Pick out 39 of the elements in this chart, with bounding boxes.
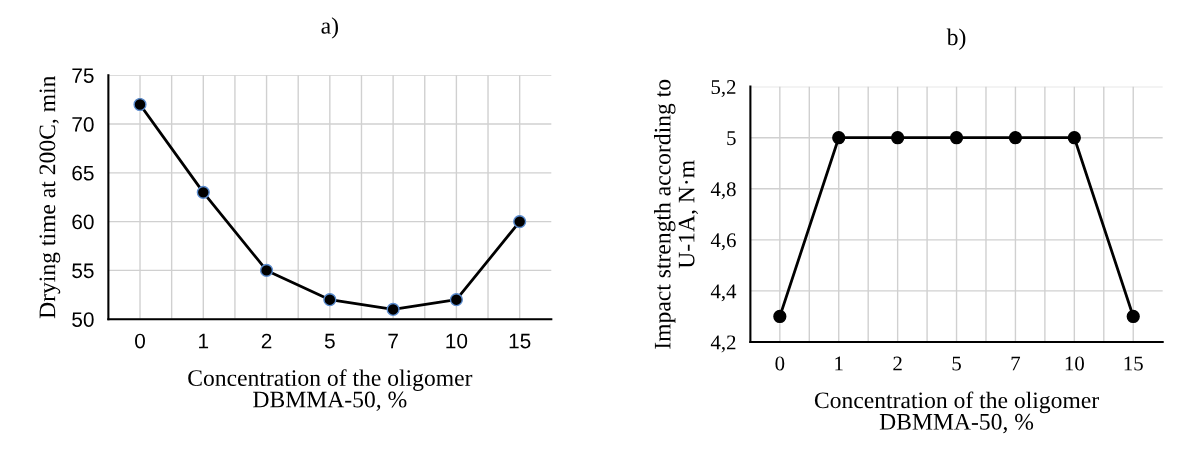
point: [196, 185, 210, 199]
y-tick-label: 5: [727, 131, 736, 146]
y-tick-label: 70: [72, 117, 94, 132]
x-tick-label: 2: [261, 333, 272, 349]
x-tick-label: 1: [199, 333, 209, 349]
y-tick-label: 4,4: [710, 284, 737, 302]
y-tick-label: 50: [72, 312, 94, 327]
x-tick-label: 0: [135, 333, 145, 349]
point: [259, 263, 274, 278]
y-tick-label: 4,2: [710, 335, 736, 353]
x-tick-label: 15: [509, 333, 531, 349]
y-tick-label: 4,6: [710, 233, 736, 251]
y-axis-title: Drying time at 200C, min: [39, 75, 61, 319]
x-tick-label: 10: [446, 333, 468, 349]
x-tick-label: 7: [1011, 356, 1021, 371]
x-tick-label: 5: [952, 356, 961, 371]
y-tick-label: 5,2: [711, 80, 736, 98]
x-tick-label: 5: [324, 333, 335, 349]
y-tick-label: 75: [72, 68, 94, 83]
point: [513, 215, 527, 229]
x-tick-label: 0: [775, 356, 785, 371]
y-tick-label: 60: [72, 214, 94, 230]
y-axis-title: Impact strength according to U-1A, N·m: [654, 79, 698, 349]
x-tick-label: 15: [1124, 356, 1143, 371]
x-tick-label: 10: [1065, 356, 1084, 371]
point: [323, 293, 337, 307]
x-tick-label: 1: [835, 356, 843, 371]
x-tick-label: 2: [893, 356, 902, 371]
y-tick-label: 4,8: [710, 182, 736, 200]
x-tick-label: 7: [388, 333, 398, 349]
x-axis-title: Concentration of the oligomer DBMMA-50, %: [188, 369, 473, 411]
chart-title: a): [321, 17, 338, 39]
chart-title: b): [946, 28, 966, 50]
point: [449, 293, 463, 307]
y-tick-label: 55: [72, 263, 94, 279]
point: [133, 97, 147, 112]
x-axis-title: Concentration of the oligomer DBMMA-50, %: [814, 391, 1099, 434]
point: [386, 302, 400, 317]
y-tick-label: 65: [72, 165, 94, 181]
